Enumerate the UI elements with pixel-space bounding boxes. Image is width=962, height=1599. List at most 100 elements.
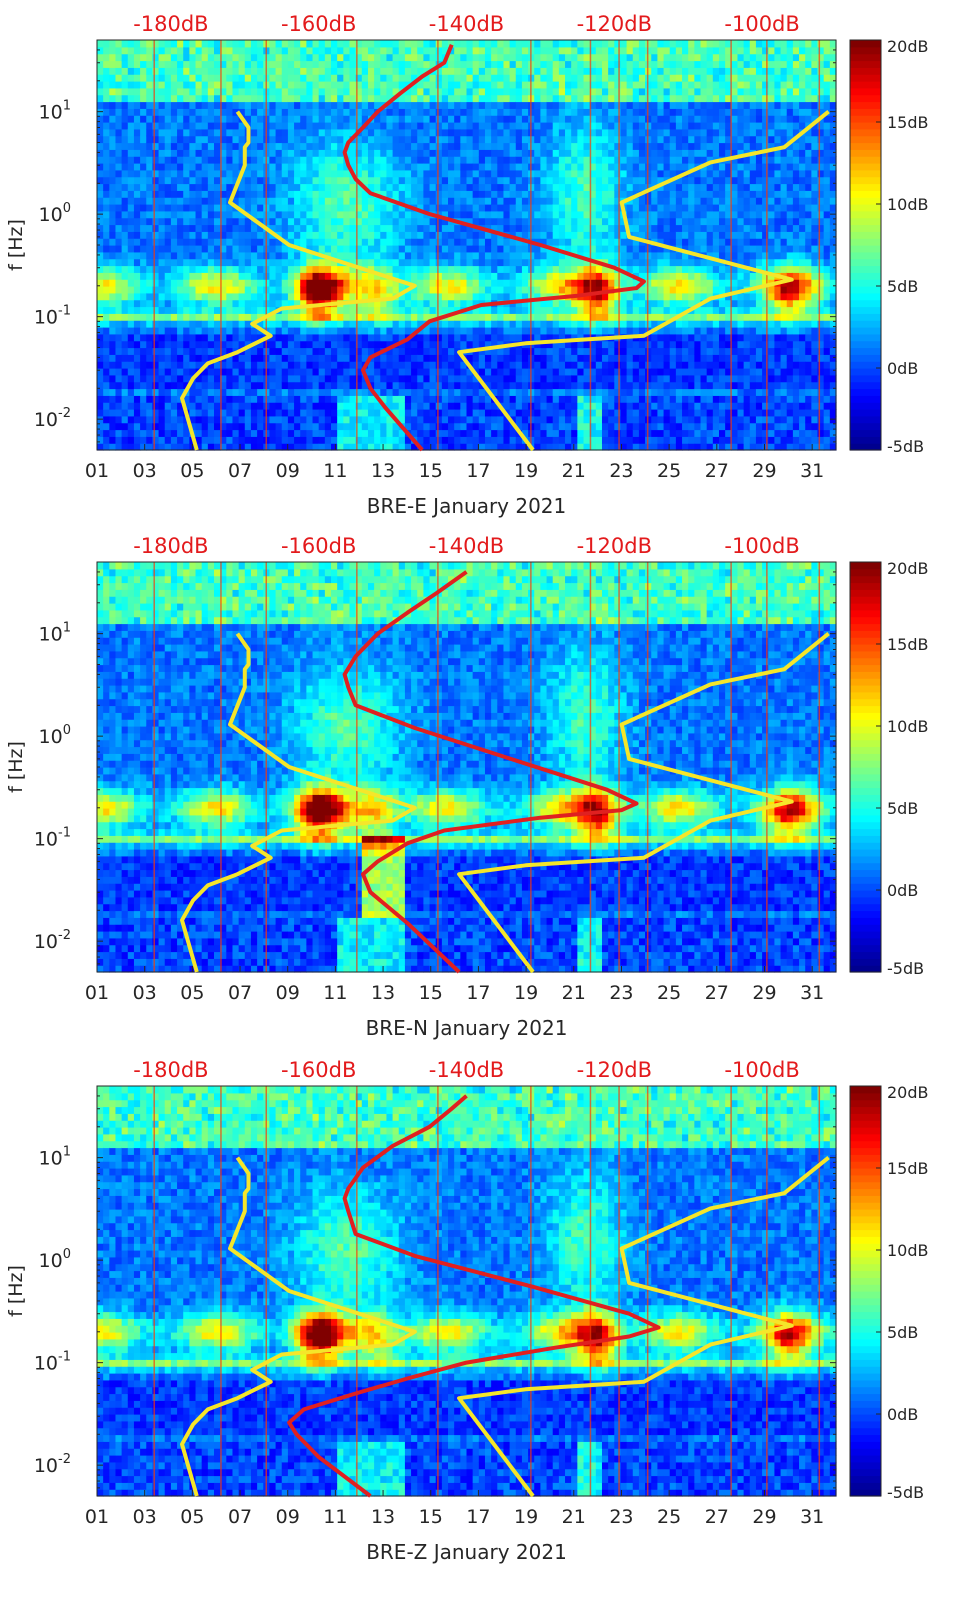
colorbar-label: 5dB <box>887 1323 918 1342</box>
noise-model-high <box>457 1156 830 1498</box>
psd-median-line <box>342 43 646 452</box>
x-tick-label: 09 <box>276 982 300 1004</box>
x-tick-label: 19 <box>514 1506 538 1528</box>
x-tick-label: 17 <box>466 460 490 482</box>
colorbar-label: 20dB <box>887 559 929 578</box>
event-streaks <box>153 40 821 450</box>
x-tick-label: 25 <box>657 460 681 482</box>
spectrogram-panel-3: 01 03 05 07 09 11 13 15 17 19 21 23 25 27 29 31 101 100 10… <box>5 1058 929 1564</box>
y-tick-label: 100 <box>39 723 71 748</box>
top-db-label: -180dB <box>133 534 208 558</box>
x-tick-label: 17 <box>466 1506 490 1528</box>
x-tick-label: 15 <box>419 982 443 1004</box>
y-axis-label: f [Hz] <box>5 1265 27 1317</box>
noise-model-low <box>180 110 417 451</box>
y-tick-label: 101 <box>39 1145 71 1170</box>
y-tick-label: 101 <box>39 621 71 646</box>
colorbar: 20dB 15dB 10dB 5dB 0dB -5dB <box>849 559 929 978</box>
colorbar-label: 0dB <box>887 881 918 900</box>
colorbar-frame <box>849 1085 882 1497</box>
colorbar-label: 10dB <box>887 195 929 214</box>
x-tick-label: 01 <box>85 460 109 482</box>
x-tick-label: 05 <box>180 460 204 482</box>
y-tick-label: 10-2 <box>34 406 71 431</box>
spectrogram-panel-1: 01 03 05 07 09 11 13 15 17 19 21 23 25 27 29 31 101 100 10… <box>5 12 929 518</box>
x-tick-label: 27 <box>705 1506 729 1528</box>
x-tick-label: 09 <box>276 1506 300 1528</box>
x-tick-label: 27 <box>705 460 729 482</box>
top-db-label: -100dB <box>724 12 799 36</box>
x-tick-label: 03 <box>133 460 157 482</box>
y-tick-label: 10-1 <box>34 826 71 851</box>
y-tick-label: 10-1 <box>34 1350 71 1375</box>
colorbar-label: 20dB <box>887 1083 929 1102</box>
top-db-label: -140dB <box>429 1058 504 1082</box>
top-db-label: -180dB <box>133 12 208 36</box>
colorbar-frame <box>849 39 882 451</box>
colorbar-frame <box>849 561 882 973</box>
top-db-label: -120dB <box>577 1058 652 1082</box>
x-tick-label: 11 <box>323 460 347 482</box>
x-tick-label: 19 <box>514 460 538 482</box>
event-streaks <box>153 562 821 972</box>
x-tick-label: 07 <box>228 982 252 1004</box>
x-axis-label: BRE-E January 2021 <box>367 494 567 518</box>
x-tick-label: 25 <box>657 982 681 1004</box>
x-tick-label: 31 <box>800 982 824 1004</box>
x-tick-label: 21 <box>562 982 586 1004</box>
y-axis-label: f [Hz] <box>5 219 27 271</box>
event-streaks <box>153 1086 821 1496</box>
noise-model-low <box>180 632 417 973</box>
colorbar-label: 5dB <box>887 277 918 296</box>
spectrogram-heatmap <box>97 1086 837 1497</box>
x-tick-label: 05 <box>180 1506 204 1528</box>
x-tick-label: 21 <box>562 460 586 482</box>
top-db-label: -160dB <box>281 12 356 36</box>
x-tick-label: 23 <box>609 982 633 1004</box>
y-tick-label: 10-2 <box>34 928 71 953</box>
x-tick-label: 17 <box>466 982 490 1004</box>
colorbar-label: 10dB <box>887 1241 929 1260</box>
psd-median-line <box>287 1094 661 1498</box>
x-tick-label: 25 <box>657 1506 681 1528</box>
colorbar-label: 15dB <box>887 113 929 132</box>
x-tick-label: 21 <box>562 1506 586 1528</box>
y-tick-label: 100 <box>39 201 71 226</box>
x-tick-label: 11 <box>323 1506 347 1528</box>
x-tick-label: 05 <box>180 982 204 1004</box>
x-tick-label: 03 <box>133 1506 157 1528</box>
x-axis-label: BRE-Z January 2021 <box>366 1540 567 1564</box>
x-tick-label: 13 <box>371 460 395 482</box>
colorbar-label: 0dB <box>887 359 918 378</box>
colorbar-label: 5dB <box>887 799 918 818</box>
colorbar-label: 10dB <box>887 717 929 736</box>
top-db-label: -140dB <box>429 12 504 36</box>
x-tick-label: 27 <box>705 982 729 1004</box>
colorbar: 20dB 15dB 10dB 5dB 0dB -5dB <box>849 37 929 456</box>
noise-model-high <box>457 632 830 974</box>
top-db-label: -160dB <box>281 1058 356 1082</box>
top-db-label: -100dB <box>724 534 799 558</box>
top-db-label: -140dB <box>429 534 504 558</box>
y-tick-label: 10-2 <box>34 1452 71 1477</box>
spectrogram-heatmap <box>97 40 837 451</box>
x-tick-label: 23 <box>609 1506 633 1528</box>
x-tick-label: 13 <box>371 1506 395 1528</box>
colorbar-label: -5dB <box>887 959 924 978</box>
x-tick-label: 29 <box>752 460 776 482</box>
x-tick-label: 23 <box>609 460 633 482</box>
x-tick-label: 15 <box>419 1506 443 1528</box>
x-axis-label: BRE-N January 2021 <box>366 1016 568 1040</box>
y-axis-label: f [Hz] <box>5 741 27 793</box>
x-tick-label: 31 <box>800 460 824 482</box>
y-tick-label: 100 <box>39 1247 71 1272</box>
spectrogram-panel-2: 01 03 05 07 09 11 13 15 17 19 21 23 25 27 29 31 101 100 10… <box>5 534 929 1040</box>
x-tick-label: 31 <box>800 1506 824 1528</box>
x-tick-label: 07 <box>228 460 252 482</box>
x-tick-label: 01 <box>85 1506 109 1528</box>
colorbar-label: 15dB <box>887 1159 929 1178</box>
noise-model-high <box>457 110 830 452</box>
x-tick-label: 15 <box>419 460 443 482</box>
psd-median-line <box>342 570 639 974</box>
x-tick-label: 29 <box>752 982 776 1004</box>
